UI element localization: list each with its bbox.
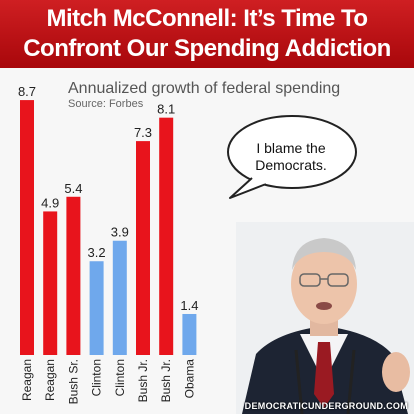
bar-2 (66, 196, 81, 355)
chart-title: Annualized growth of federal spending (68, 80, 341, 97)
bar-3 (89, 261, 104, 355)
bar-4 (112, 240, 127, 355)
speech-bubble (227, 115, 357, 199)
bar-value-label-5: 7.3 (134, 125, 152, 140)
chart-source: Source: Forbes (68, 98, 144, 110)
category-label-0: Reagan (20, 359, 34, 401)
speaker-photo (236, 222, 414, 414)
category-label-2: Bush Sr. (66, 359, 80, 404)
speech-bubble-text: I blame the Democrats. (255, 140, 327, 173)
category-label-4: Clinton (113, 359, 127, 396)
bar-6 (159, 117, 174, 355)
category-label-5: Bush Jr. (136, 359, 150, 402)
category-label-3: Clinton (90, 359, 104, 396)
bar-value-label-6: 8.1 (157, 102, 175, 117)
category-label-7: Obama (182, 359, 196, 399)
title-banner: Mitch McConnell: It’s Time To Confront O… (0, 0, 414, 68)
bar-value-label-7: 1.4 (180, 298, 198, 313)
category-label-6: Bush Jr. (159, 359, 173, 402)
bar-value-label-4: 3.9 (111, 225, 129, 240)
headline-line-2: Confront Our Spending Addiction (23, 35, 391, 62)
category-label-1: Reagan (43, 359, 57, 401)
bar-value-label-3: 3.2 (88, 245, 106, 260)
bar-5 (136, 141, 150, 355)
bar-1 (43, 211, 58, 355)
bar-value-label-1: 4.9 (41, 195, 59, 210)
bar-value-label-0: 8.7 (18, 84, 36, 99)
bar-7 (182, 313, 197, 355)
bar-0 (20, 100, 34, 355)
headline-line-1: Mitch McConnell: It’s Time To (46, 5, 368, 32)
watermark: DEMOCRATICUNDERGROUND.COM (244, 401, 408, 411)
bar-value-label-2: 5.4 (64, 181, 82, 196)
